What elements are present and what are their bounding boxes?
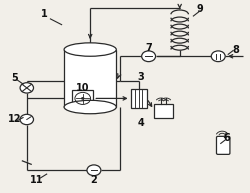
- Bar: [72, 90, 93, 107]
- Text: 3: 3: [138, 72, 144, 82]
- Circle shape: [81, 97, 84, 100]
- Text: 2: 2: [90, 175, 97, 185]
- Bar: [154, 104, 173, 118]
- Text: 1: 1: [41, 9, 48, 19]
- Ellipse shape: [64, 100, 116, 114]
- Text: 12: 12: [8, 113, 21, 124]
- Circle shape: [87, 165, 101, 176]
- Text: 5: 5: [11, 73, 18, 83]
- Circle shape: [142, 51, 156, 62]
- Text: 6: 6: [224, 133, 230, 143]
- Circle shape: [20, 114, 34, 125]
- Text: 8: 8: [232, 45, 239, 55]
- FancyBboxPatch shape: [216, 136, 230, 154]
- Text: 10: 10: [76, 83, 90, 93]
- Ellipse shape: [64, 43, 116, 56]
- Bar: [64, 50, 116, 107]
- Text: 4: 4: [138, 118, 144, 128]
- Text: 9: 9: [196, 4, 203, 14]
- Bar: [130, 89, 147, 108]
- Circle shape: [211, 51, 225, 62]
- Circle shape: [20, 83, 34, 93]
- Text: 11: 11: [30, 175, 44, 185]
- Text: 7: 7: [145, 43, 152, 53]
